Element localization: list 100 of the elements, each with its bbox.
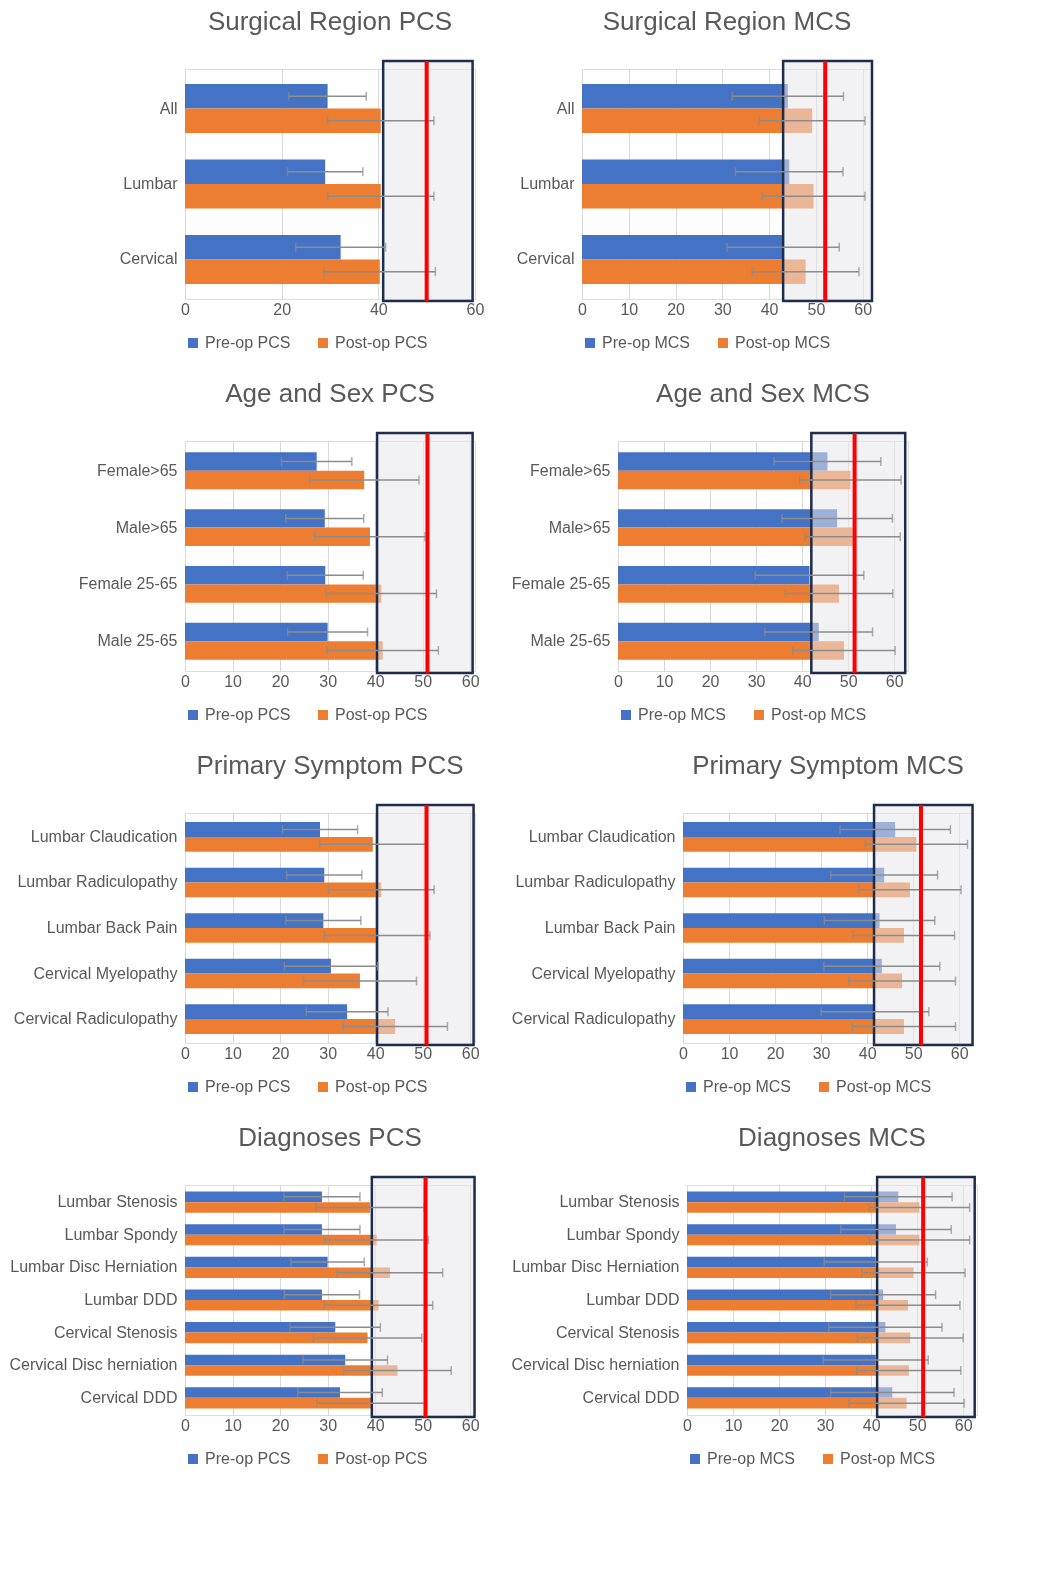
x-tick-label: 60 bbox=[885, 672, 904, 690]
bar bbox=[185, 867, 325, 883]
x-tick-label: 10 bbox=[720, 1044, 739, 1062]
bar bbox=[582, 108, 813, 134]
chart-title: Diagnoses PCS bbox=[238, 1122, 422, 1152]
bar bbox=[687, 1289, 884, 1300]
bar bbox=[185, 452, 317, 471]
bar bbox=[618, 584, 839, 603]
bar bbox=[582, 84, 788, 109]
x-tick-label: 10 bbox=[224, 1044, 243, 1062]
y-tick-label: Cervical DDD bbox=[80, 1388, 178, 1406]
bar bbox=[185, 1202, 370, 1213]
bar bbox=[687, 1397, 907, 1409]
x-tick-label: 40 bbox=[858, 1044, 877, 1062]
y-tick-label: Male>65 bbox=[115, 518, 178, 536]
bar bbox=[618, 470, 851, 490]
legend-label: Pre-op MCS bbox=[638, 706, 727, 723]
x-tick-label: 30 bbox=[713, 300, 732, 318]
x-tick-label: 10 bbox=[224, 1416, 243, 1434]
y-tick-label: Female 25-65 bbox=[78, 575, 178, 593]
y-tick-label: Cervical bbox=[119, 250, 178, 268]
y-tick-label: Lumbar bbox=[520, 175, 576, 192]
y-tick-label: Cervical DDD bbox=[582, 1388, 680, 1406]
x-tick-label: 40 bbox=[366, 1044, 385, 1062]
bar bbox=[687, 1354, 876, 1366]
bar bbox=[185, 1267, 390, 1278]
x-tick-label: 60 bbox=[466, 300, 485, 318]
bar bbox=[185, 622, 328, 642]
legend-label: Post-op MCS bbox=[840, 1450, 936, 1467]
x-tick-label: 50 bbox=[904, 1044, 923, 1062]
y-tick-label: Cervical Myelopathy bbox=[33, 964, 178, 982]
bar bbox=[185, 584, 382, 603]
x-tick-label: 30 bbox=[319, 1416, 338, 1434]
bar bbox=[582, 259, 806, 284]
x-tick-label: 10 bbox=[620, 300, 639, 318]
y-tick-label: Lumbar Radiculopathy bbox=[515, 873, 676, 891]
bar bbox=[683, 928, 904, 943]
bar bbox=[687, 1191, 899, 1203]
legend-label: Post-op MCS bbox=[771, 706, 867, 723]
y-tick-label: Cervical Stenosis bbox=[555, 1323, 680, 1341]
y-tick-label: Cervical bbox=[516, 250, 575, 268]
y-tick-label: Lumbar Disc Herniation bbox=[512, 1258, 680, 1276]
x-tick-label: 50 bbox=[414, 672, 433, 690]
x-tick-label: 0 bbox=[181, 672, 191, 690]
y-tick-label: Cervical Disc herniation bbox=[511, 1356, 680, 1374]
bar bbox=[185, 958, 331, 974]
x-tick-label: 40 bbox=[793, 672, 812, 690]
bar bbox=[185, 1354, 346, 1366]
x-tick-label: 0 bbox=[683, 1416, 693, 1434]
x-tick-label: 20 bbox=[701, 672, 720, 690]
bar bbox=[185, 1387, 340, 1398]
chart-title: Surgical Region MCS bbox=[602, 6, 852, 36]
y-tick-label: Lumbar bbox=[123, 175, 179, 192]
bar bbox=[683, 836, 917, 852]
x-tick-label: 0 bbox=[181, 300, 191, 318]
x-tick-label: 50 bbox=[414, 1044, 433, 1062]
bar bbox=[683, 913, 880, 928]
x-tick-label: 60 bbox=[461, 1416, 480, 1434]
x-tick-label: 50 bbox=[908, 1416, 927, 1434]
bar bbox=[185, 1019, 396, 1034]
x-tick-label: 40 bbox=[366, 672, 385, 690]
bar bbox=[185, 1234, 377, 1246]
x-tick-label: 20 bbox=[271, 1416, 290, 1434]
bar bbox=[185, 1322, 336, 1333]
bar bbox=[618, 509, 838, 528]
x-tick-label: 40 bbox=[760, 300, 779, 318]
y-tick-label: Cervical Stenosis bbox=[53, 1323, 178, 1341]
x-tick-label: 60 bbox=[461, 672, 480, 690]
y-tick-label: Lumbar Claudication bbox=[30, 827, 178, 845]
bar bbox=[683, 1019, 904, 1034]
x-tick-label: 0 bbox=[181, 1044, 191, 1062]
x-tick-label: 20 bbox=[273, 300, 292, 318]
y-tick-label: Male 25-65 bbox=[530, 632, 611, 650]
chart-title: Diagnoses MCS bbox=[738, 1122, 926, 1152]
bar bbox=[687, 1365, 909, 1376]
y-tick-label: Lumbar Claudication bbox=[528, 827, 676, 845]
bar bbox=[185, 1300, 379, 1311]
bar bbox=[185, 641, 383, 660]
bar bbox=[687, 1387, 893, 1398]
x-tick-label: 20 bbox=[271, 1044, 290, 1062]
y-tick-label: Female 25-65 bbox=[511, 575, 611, 593]
y-tick-label: Lumbar Stenosis bbox=[559, 1193, 680, 1211]
x-tick-label: 0 bbox=[614, 672, 624, 690]
bar bbox=[618, 527, 853, 547]
y-tick-label: Female>65 bbox=[530, 461, 611, 479]
bar bbox=[185, 1256, 328, 1268]
bar bbox=[582, 159, 790, 184]
bar bbox=[185, 1224, 322, 1235]
bar bbox=[687, 1300, 908, 1311]
bar bbox=[618, 641, 845, 660]
bar bbox=[185, 84, 328, 109]
bar bbox=[185, 1397, 372, 1409]
bar bbox=[687, 1256, 876, 1268]
bar bbox=[687, 1224, 896, 1235]
bar bbox=[687, 1322, 886, 1333]
bar bbox=[185, 1332, 368, 1344]
x-tick-label: 40 bbox=[862, 1416, 881, 1434]
legend-label: Pre-op PCS bbox=[205, 1078, 291, 1095]
y-tick-label: All bbox=[159, 99, 178, 117]
legend-label: Pre-op PCS bbox=[205, 334, 291, 351]
